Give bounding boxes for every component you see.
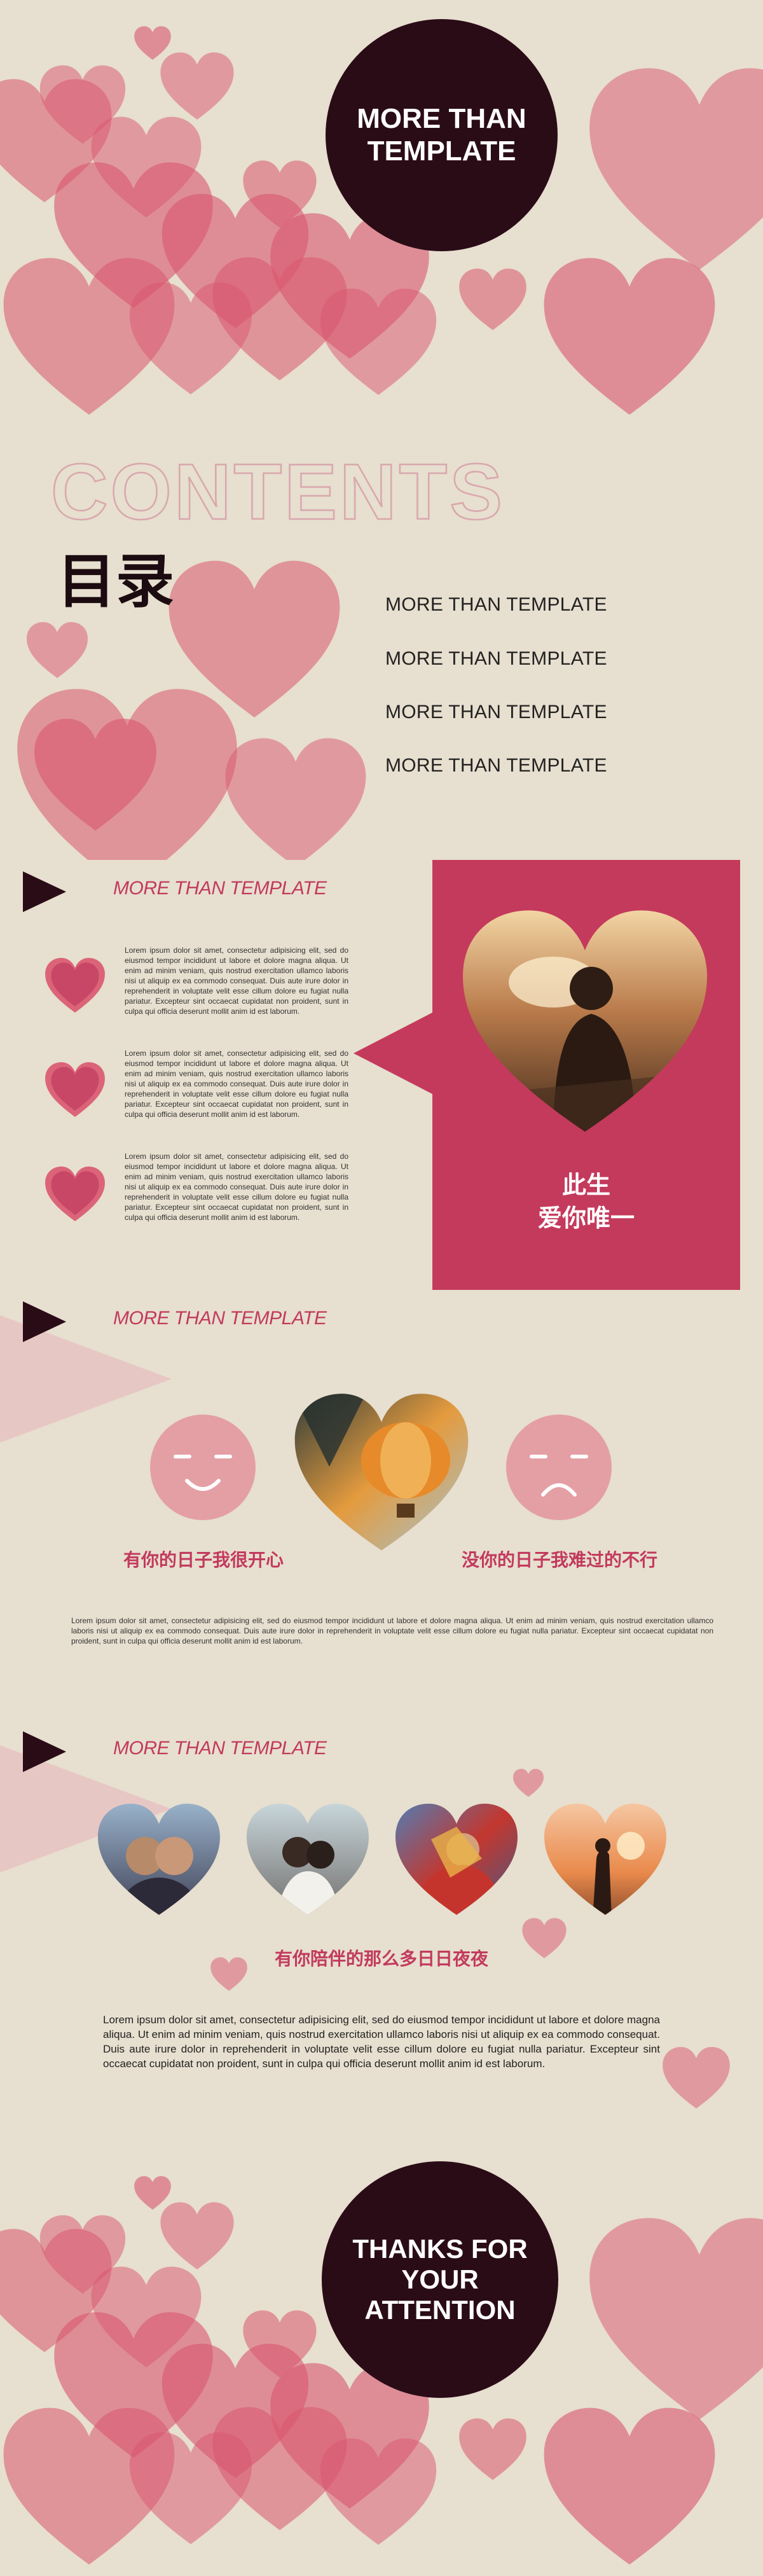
happy-caption: 有你的日子我很开心 — [123, 1550, 284, 1570]
heart-photo-embrace — [395, 1803, 518, 1915]
cover-title-circle: MORE THAN TEMPLATE — [326, 19, 558, 251]
heart-bullet-icon — [45, 1166, 105, 1222]
section2-title: MORE THAN TEMPLATE — [113, 1308, 327, 1329]
heart-photo-couple — [462, 910, 708, 1132]
toc-item-2[interactable]: MORE THAN TEMPLATE — [385, 648, 607, 669]
happy-face-icon — [150, 1415, 256, 1520]
section2-paragraph: Lorem ipsum dolor sit amet, consectetur … — [71, 1616, 713, 1645]
heart-pattern-decoration — [0, 1745, 730, 2109]
toc-item-1[interactable]: MORE THAN TEMPLATE — [385, 594, 607, 615]
section-marker-icon — [23, 1301, 66, 1342]
triangle-decoration — [0, 1315, 172, 1443]
section3-caption: 有你陪伴的那么多日日夜夜 — [274, 1949, 488, 1969]
closing-slide: THANKS FOR YOUR ATTENTION — [0, 2150, 763, 2576]
card-caption: 此生 爱你唯一 — [432, 1169, 740, 1235]
section-marker-icon — [23, 871, 66, 912]
heart-photo-couple-beach — [246, 1803, 369, 1915]
contents-subheading: 目录 — [57, 550, 174, 614]
toc-item-3[interactable]: MORE THAN TEMPLATE — [385, 702, 607, 723]
heart-photo-kiss — [97, 1803, 221, 1915]
section1-paragraph-2: Lorem ipsum dolor sit amet, consectetur … — [125, 1049, 348, 1119]
section3-title: MORE THAN TEMPLATE — [113, 1738, 327, 1759]
heart-photo-balloon — [294, 1394, 469, 1551]
contents-slide: CONTENTS 目录 MORE THAN TEMPLATE MORE THAN… — [0, 430, 763, 860]
toc-item-4[interactable]: MORE THAN TEMPLATE — [385, 755, 607, 776]
sad-face-icon — [506, 1415, 612, 1520]
section3-paragraph: Lorem ipsum dolor sit amet, consectetur … — [103, 2014, 660, 2070]
section1-title: MORE THAN TEMPLATE — [113, 878, 327, 899]
cover-slide: MORE THAN TEMPLATE — [0, 0, 763, 430]
heart-photo-sunset — [544, 1803, 667, 1915]
card-caption-line1: 此生 — [561, 1172, 610, 1199]
section2-slide: MORE THAN TEMPLATE 有你的日子我很开心 没你的日子我难过的不行… — [0, 1290, 763, 1720]
card-pointer — [354, 1013, 432, 1094]
heart-bullet-icon — [45, 957, 105, 1013]
sad-caption: 没你的日子我难过的不行 — [461, 1550, 657, 1570]
section1-slide: MORE THAN TEMPLATE Lorem ipsum dolor sit… — [0, 860, 763, 1290]
section3-slide: MORE THAN TEMPLATE 有 — [0, 1720, 763, 2150]
card-caption-line2: 爱你唯一 — [537, 1205, 635, 1232]
heart-pattern-decoration: CONTENTS 目录 — [17, 448, 505, 860]
heart-bullet-icon — [45, 1062, 105, 1118]
closing-title-circle: THANKS FOR YOUR ATTENTION — [322, 2161, 558, 2398]
section1-paragraph-3: Lorem ipsum dolor sit amet, consectetur … — [125, 1152, 348, 1222]
section-marker-icon — [23, 1731, 66, 1772]
closing-title: THANKS FOR YOUR ATTENTION — [352, 2233, 528, 2325]
section1-paragraph-1: Lorem ipsum dolor sit amet, consectetur … — [125, 946, 348, 1016]
cover-title: MORE THAN TEMPLATE — [357, 102, 526, 167]
contents-heading: CONTENTS — [51, 448, 505, 536]
